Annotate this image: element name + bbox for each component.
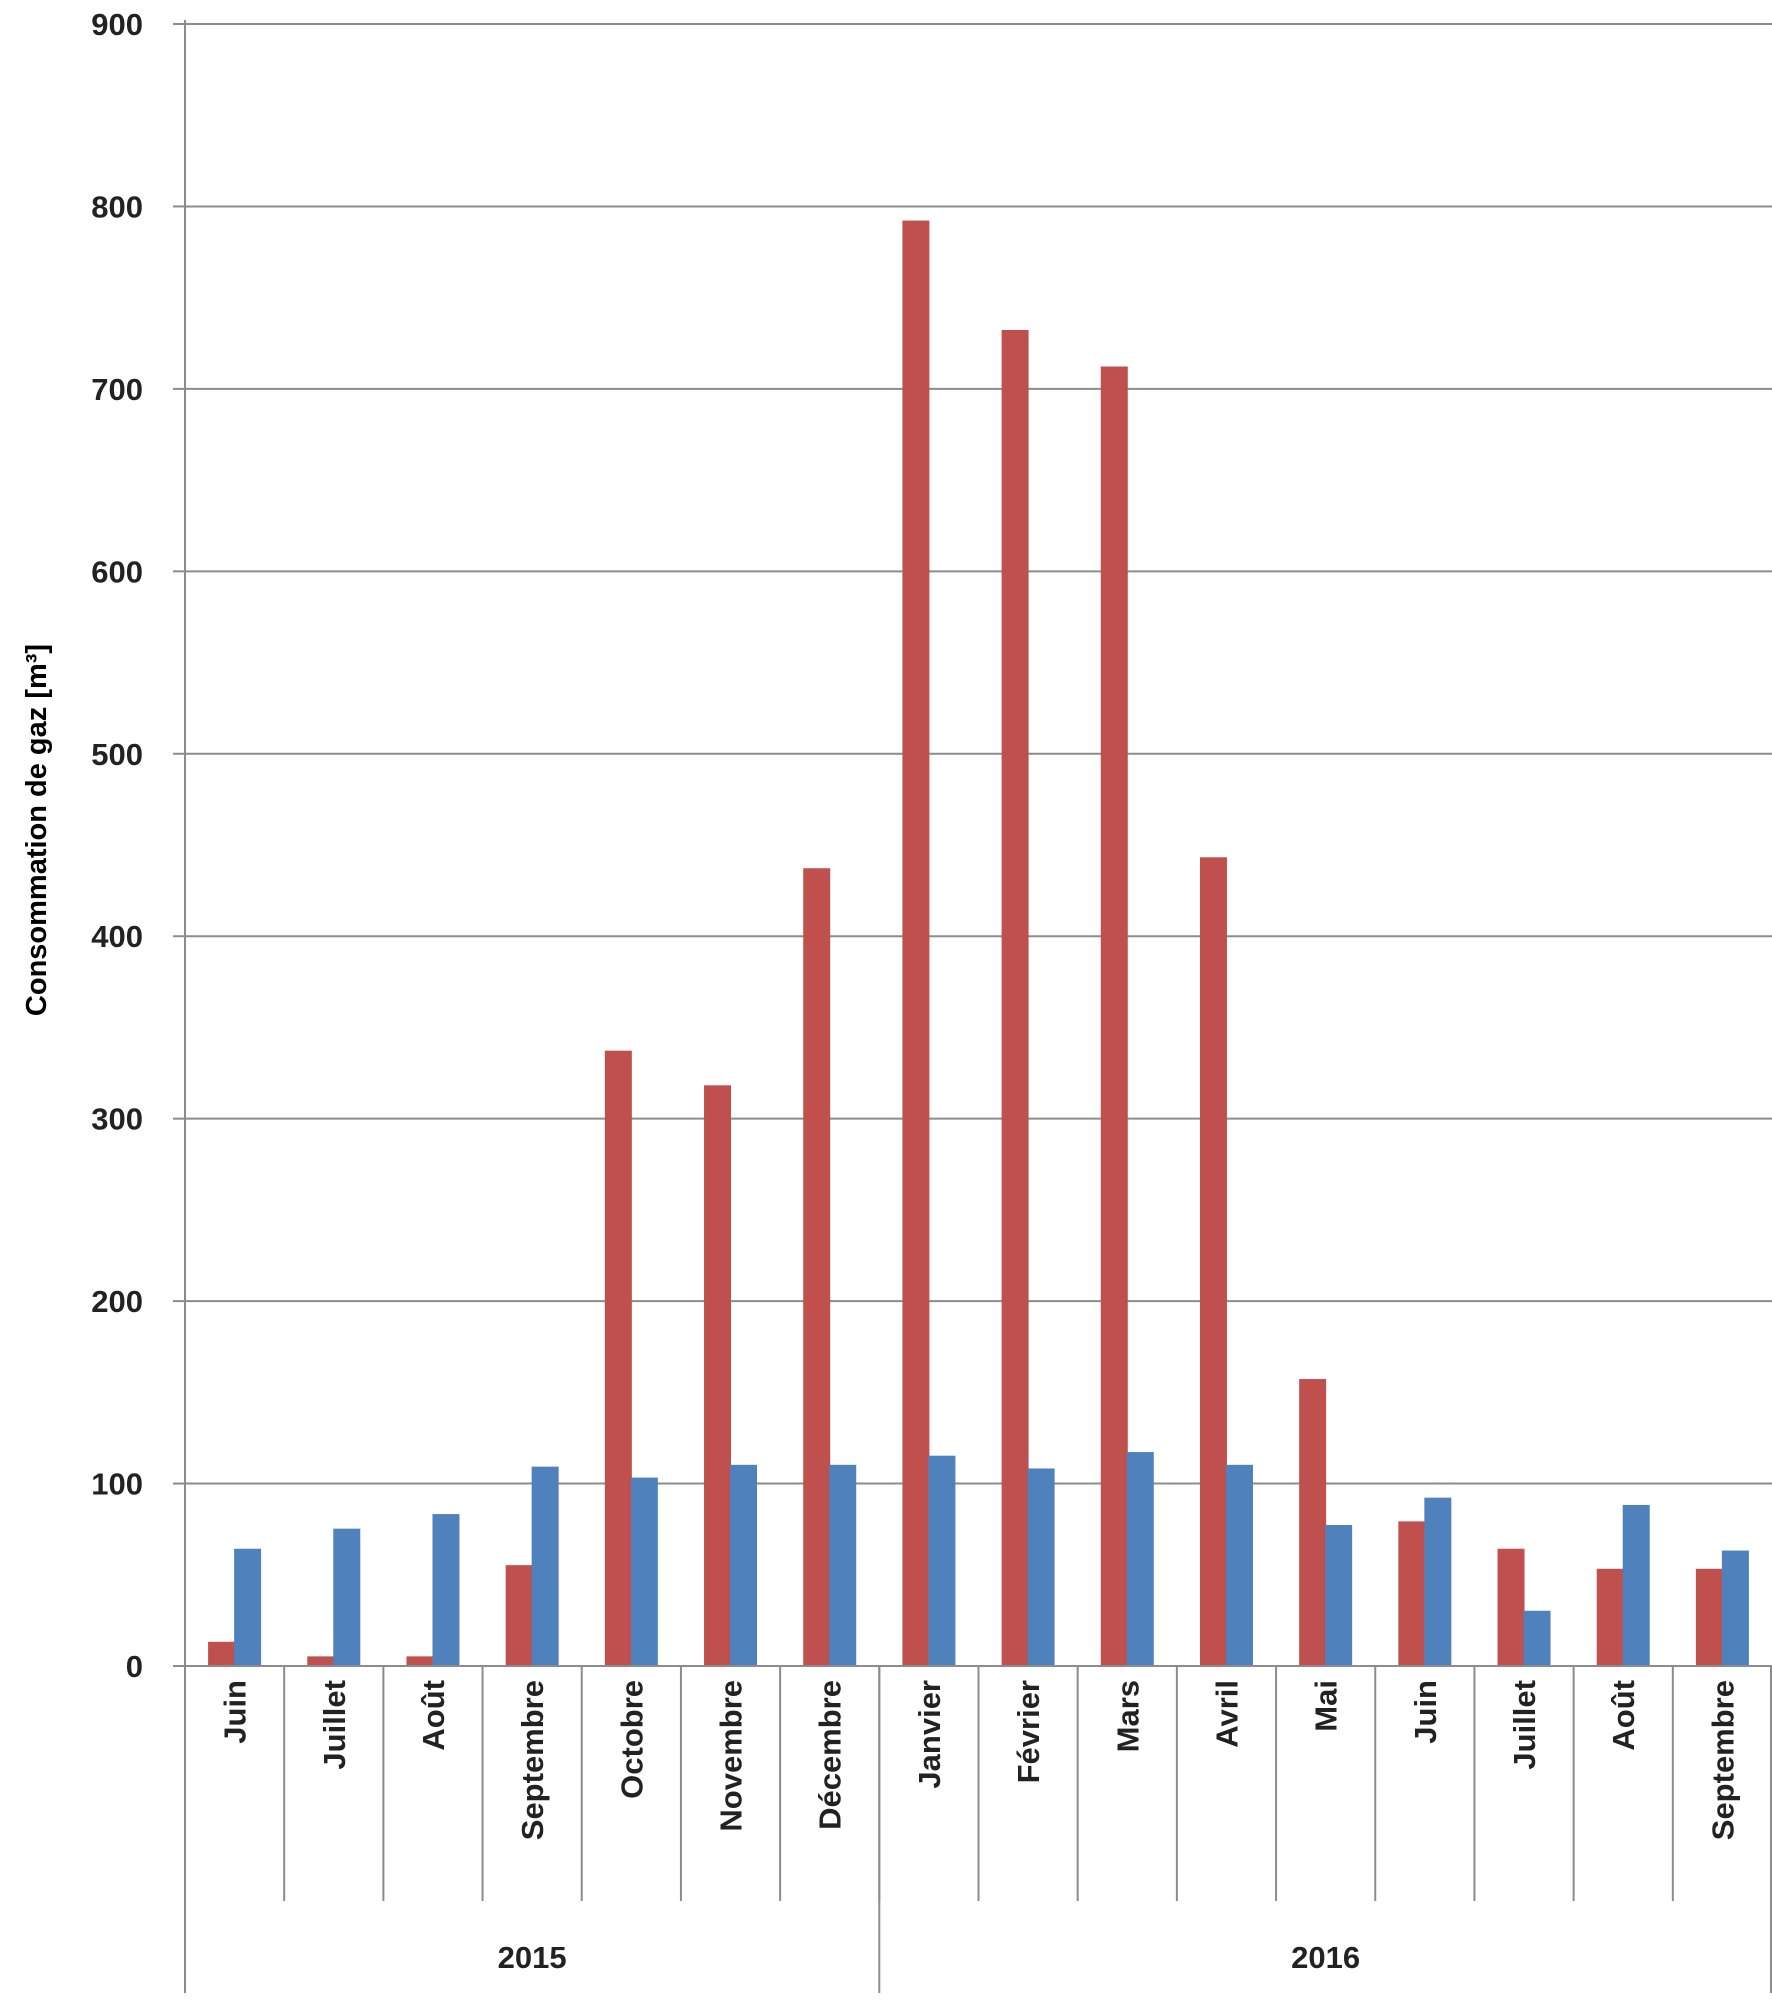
bar-series1-13	[1497, 1548, 1525, 1667]
bar-series1-2	[406, 1656, 434, 1667]
bar-series1-10	[1199, 857, 1227, 1667]
x-tick-label: Novembre	[714, 1680, 749, 1832]
bar-series2-4	[630, 1477, 658, 1667]
x-group-label: 2016	[1291, 1940, 1360, 1975]
bar-series2-3	[531, 1466, 559, 1667]
y-tick-label: 700	[91, 372, 143, 407]
bar-series2-9	[1126, 1452, 1154, 1667]
bar-series1-12	[1398, 1521, 1426, 1667]
x-tick-label: Juin	[218, 1680, 253, 1744]
y-tick-label: 600	[91, 554, 143, 589]
bar-series2-7	[928, 1455, 956, 1667]
y-tick-label: 100	[91, 1467, 143, 1502]
y-tick-label: 400	[91, 919, 143, 954]
bar-series2-5	[730, 1464, 758, 1667]
bars	[208, 220, 1749, 1667]
y-tick-label: 500	[91, 737, 143, 772]
x-tick-label: Juillet	[1507, 1680, 1542, 1770]
bar-series1-1	[307, 1656, 335, 1667]
bar-series2-8	[1027, 1468, 1055, 1667]
bar-series2-14	[1622, 1504, 1650, 1667]
bar-series2-1	[333, 1528, 361, 1667]
bar-series2-10	[1225, 1464, 1253, 1667]
y-axis-title: Consommation de gaz [m³]	[21, 644, 53, 1016]
bar-series1-0	[208, 1641, 236, 1667]
x-tick-label: Avril	[1209, 1680, 1244, 1748]
bar-series1-5	[704, 1085, 732, 1667]
x-tick-label: Septembre	[515, 1680, 550, 1840]
y-tick-label: 0	[126, 1649, 143, 1684]
gridlines	[185, 23, 1772, 1485]
y-tick-label: 800	[91, 189, 143, 224]
x-tick-label: Août	[416, 1680, 451, 1751]
axes	[173, 20, 1772, 1993]
x-tick-label: Août	[1606, 1680, 1641, 1751]
bar-series2-13	[1523, 1610, 1551, 1667]
bar-series1-15	[1695, 1568, 1723, 1667]
bar-series2-2	[432, 1514, 460, 1667]
y-tick-label: 200	[91, 1284, 143, 1319]
x-tick-label: Septembre	[1705, 1680, 1740, 1840]
x-group-label: 2015	[498, 1940, 567, 1975]
y-tick-label: 300	[91, 1102, 143, 1137]
bar-series1-7	[902, 220, 930, 1667]
labels: 0 100 200 300 400 500 600 700 800 900 Juin Juillet A…	[91, 7, 1740, 1975]
x-tick-label: Juin	[1408, 1680, 1443, 1744]
bar-series1-14	[1596, 1568, 1624, 1667]
bar-series1-4	[604, 1050, 632, 1667]
bar-series1-3	[505, 1565, 533, 1667]
x-tick-label: Mai	[1309, 1680, 1344, 1732]
bar-series2-15	[1721, 1550, 1749, 1667]
bar-series2-12	[1424, 1497, 1452, 1667]
x-tick-label: Juillet	[317, 1680, 352, 1770]
bar-series1-8	[1001, 330, 1029, 1667]
bar-series2-11	[1325, 1525, 1353, 1667]
bar-series1-9	[1100, 366, 1128, 1667]
bar-series2-6	[829, 1464, 857, 1667]
x-tick-label: Décembre	[813, 1680, 848, 1830]
y-tick-label: 900	[91, 7, 143, 42]
x-tick-label: Janvier	[912, 1680, 947, 1789]
x-tick-label: Mars	[1110, 1680, 1145, 1752]
x-tick-label: Octobre	[614, 1680, 649, 1799]
x-tick-label: Février	[1011, 1680, 1046, 1783]
bar-series1-6	[803, 868, 831, 1667]
bar-series1-11	[1299, 1379, 1327, 1667]
bar-series2-0	[234, 1548, 262, 1667]
